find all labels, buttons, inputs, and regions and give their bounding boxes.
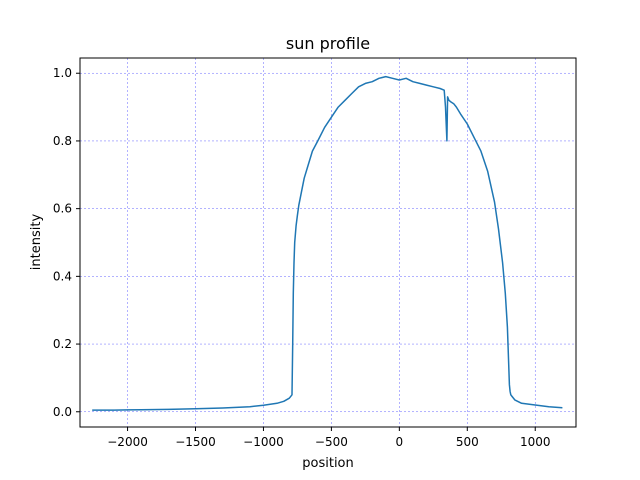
y-axis-ticks: 0.0 0.2 0.4 0.6 0.8 1.0 xyxy=(53,66,80,419)
x-tick-label: −2000 xyxy=(107,435,148,449)
y-tick-label: 0.4 xyxy=(53,269,72,283)
axes-frame xyxy=(79,57,577,428)
x-tick-label: 500 xyxy=(456,435,479,449)
x-tick-label: 1000 xyxy=(520,435,551,449)
x-tick-label: −500 xyxy=(315,435,348,449)
x-axis-ticks: −2000 −1500 −1000 −500 0 500 1000 xyxy=(107,427,551,449)
y-tick-label: 0.6 xyxy=(53,202,72,216)
x-axis-label: position xyxy=(302,456,354,471)
x-tick-label: −1000 xyxy=(243,435,284,449)
y-tick-label: 0.2 xyxy=(53,337,72,351)
plot-area xyxy=(92,75,563,411)
grid xyxy=(80,58,576,427)
y-tick-label: 1.0 xyxy=(53,66,72,80)
series-line xyxy=(92,75,563,411)
y-tick-label: 0.0 xyxy=(53,405,72,419)
x-tick-label: 0 xyxy=(396,435,404,449)
x-tick-label: −1500 xyxy=(175,435,216,449)
y-axis-label: intensity xyxy=(29,214,44,271)
y-tick-label: 0.8 xyxy=(53,134,72,148)
chart-title: sun profile xyxy=(286,34,370,53)
